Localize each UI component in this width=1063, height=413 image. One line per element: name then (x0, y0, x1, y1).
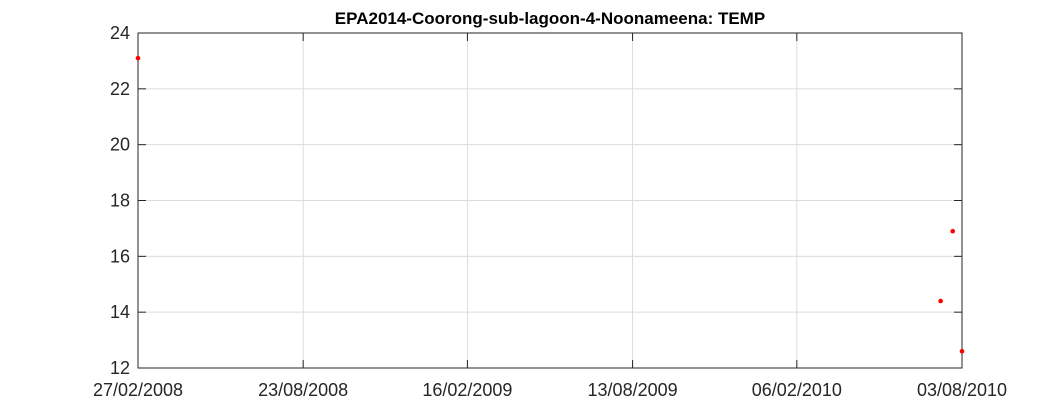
y-tick-label: 14 (110, 302, 130, 322)
x-axis-tick-labels: 27/02/2008 23/08/2008 16/02/2009 13/08/2009… (93, 380, 1007, 400)
chart-title: EPA2014-Coorong-sub-lagoon-4-Noonameena:… (335, 9, 765, 28)
plot-area (135, 32, 965, 369)
x-tick-label: 16/02/2009 (422, 380, 512, 400)
y-tick-label: 12 (110, 358, 130, 378)
data-points (135, 55, 965, 354)
tick-marks (137, 32, 963, 369)
x-tick-label: 06/02/2010 (752, 380, 842, 400)
y-tick-label: 24 (110, 23, 130, 43)
data-point (950, 228, 956, 234)
grid-lines (138, 33, 962, 368)
y-axis-tick-labels: 12 14 16 18 20 22 24 (110, 23, 130, 378)
y-tick-label: 16 (110, 246, 130, 266)
y-tick-label: 22 (110, 79, 130, 99)
x-tick-label: 27/02/2008 (93, 380, 183, 400)
y-tick-label: 18 (110, 191, 130, 211)
data-point (135, 55, 141, 61)
x-tick-label: 13/08/2009 (588, 380, 678, 400)
data-point (959, 348, 965, 354)
x-tick-label: 23/08/2008 (258, 380, 348, 400)
y-tick-label: 20 (110, 135, 130, 155)
data-point (938, 298, 943, 304)
x-tick-label: 03/08/2010 (917, 380, 1007, 400)
